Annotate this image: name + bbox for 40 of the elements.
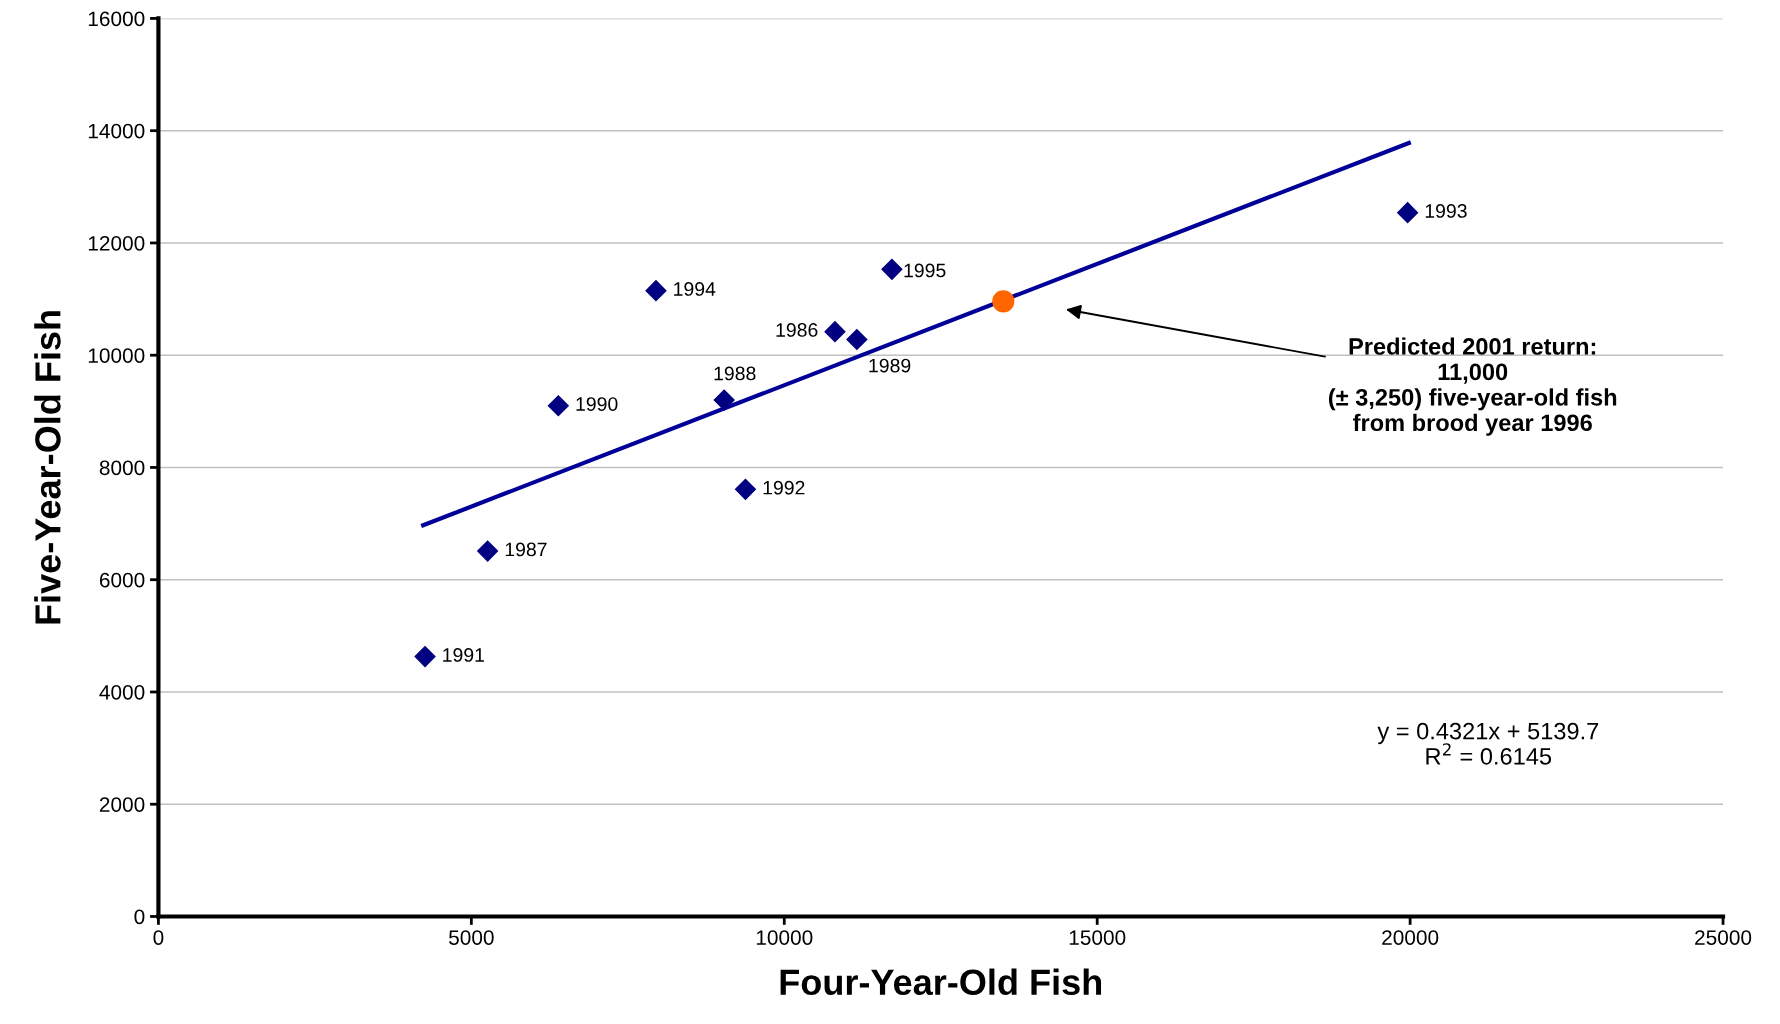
y-tick-label: 14000 <box>88 123 145 139</box>
point <box>846 328 868 351</box>
annotation: 1991 <box>443 648 485 662</box>
point <box>1397 202 1419 224</box>
x-tick-label: 25000 <box>1695 930 1752 945</box>
point <box>645 280 667 302</box>
y-tick-label: 8000 <box>99 460 145 476</box>
point <box>992 290 1015 313</box>
annotation: 1993 <box>1425 204 1467 218</box>
point <box>547 395 569 417</box>
y-tick-label: 16000 <box>88 11 145 27</box>
annotation: 1989 <box>869 358 911 373</box>
x-tick-label: 20000 <box>1382 930 1439 945</box>
y-tick-label: 12000 <box>88 235 145 251</box>
annotation: y = 0.4321x + 5139.7 R$^{2}$ = 0.6145 <box>1377 722 1599 765</box>
annotation: 1992 <box>763 480 805 495</box>
annotation: Predicted 2001 return: 11,000 (± 3,250) five-year-old fish from brood year 1996 <box>1328 337 1617 436</box>
annotation: 1990 <box>576 397 618 411</box>
annotation: 1987 <box>505 542 547 557</box>
y-tick-label: 4000 <box>99 684 145 700</box>
x-tick-label: 0 <box>153 930 164 945</box>
point <box>824 321 846 343</box>
y-tick-label: 0 <box>134 909 145 925</box>
point <box>477 540 499 562</box>
x-tick-label: 10000 <box>756 930 813 945</box>
point <box>734 478 756 500</box>
annotation: 1994 <box>674 282 716 296</box>
point <box>414 646 436 668</box>
annotation: 1995 <box>904 263 946 278</box>
y-tick-label: 2000 <box>99 797 145 812</box>
y-axis-title: Five-Year-Old Fish <box>34 311 61 624</box>
point <box>713 389 735 411</box>
annotation: 1986 <box>776 323 818 337</box>
x-tick-label: 15000 <box>1069 930 1126 945</box>
point <box>881 258 903 280</box>
y-tick-label: 10000 <box>88 348 145 363</box>
y-tick-label: 6000 <box>99 572 145 588</box>
x-tick-label: 5000 <box>449 930 494 945</box>
x-axis-title: Four-Year-Old Fish <box>780 968 1102 996</box>
annotation: 1988 <box>714 366 756 381</box>
